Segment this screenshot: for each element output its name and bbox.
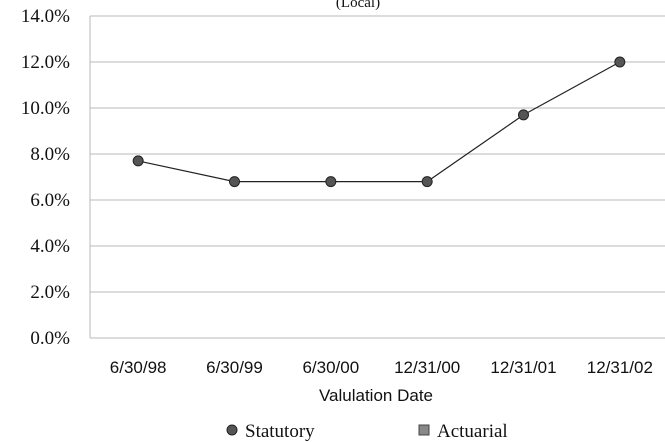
legend-marker: [226, 424, 238, 436]
x-tick-label: 6/30/98: [110, 358, 167, 377]
y-tick-label: 0.0%: [30, 328, 70, 349]
y-tick-label: 8.0%: [30, 144, 70, 165]
data-point: [229, 176, 240, 188]
y-tick-label: 14.0%: [21, 6, 70, 27]
y-tick-label: 10.0%: [21, 98, 70, 119]
x-tick-label: 6/30/99: [206, 358, 263, 377]
series-line-statutory: [138, 61, 621, 183]
x-axis-title: Valulation Date: [319, 386, 433, 405]
gridlines: [89, 15, 665, 339]
y-tick-label: 2.0%: [30, 282, 70, 303]
legend: Statutory Actuarial: [226, 421, 508, 442]
y-tick-label: 4.0%: [30, 236, 70, 257]
data-point: [518, 109, 529, 121]
x-tick-label: 6/30/00: [302, 358, 359, 377]
chart-title: (Local): [336, 0, 380, 11]
legend-item-statutory: Statutory: [226, 421, 315, 442]
x-tick-label: 12/31/00: [394, 358, 460, 377]
y-axis-ticks: 0.0% 2.0% 4.0% 6.0% 8.0% 10.0% 12.0% 14.0%: [21, 6, 70, 349]
legend-label: Actuarial: [437, 421, 508, 442]
legend-marker: [418, 424, 430, 436]
series-layer: [132, 56, 626, 188]
y-tick-label: 6.0%: [30, 190, 70, 211]
legend-label: Statutory: [245, 421, 315, 442]
data-point: [325, 176, 337, 188]
y-tick-label: 12.0%: [21, 52, 70, 73]
data-point: [132, 155, 144, 167]
x-tick-label: 12/31/02: [587, 358, 653, 377]
x-axis-ticks: 6/30/98 6/30/99 6/30/00 12/31/00 12/31/01 12/…: [110, 358, 653, 377]
data-point: [421, 176, 433, 188]
legend-item-actuarial: Actuarial: [418, 421, 508, 442]
data-point: [614, 56, 626, 68]
x-tick-label: 12/31/01: [490, 358, 556, 377]
